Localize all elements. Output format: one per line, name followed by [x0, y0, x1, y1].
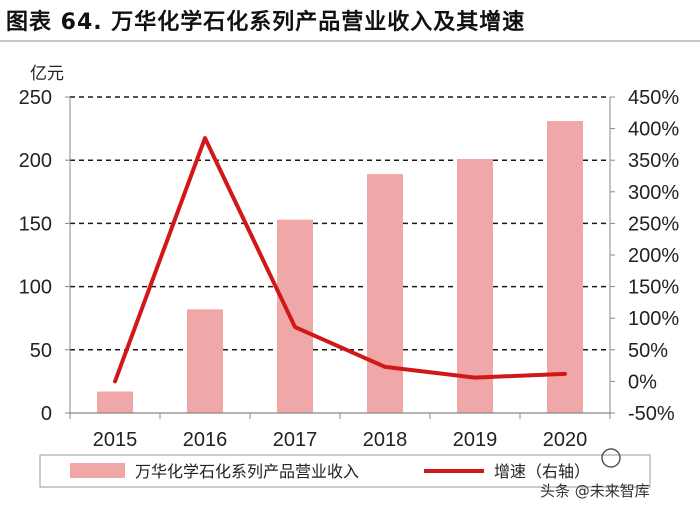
bar	[367, 174, 403, 413]
y2-tick-label: 300%	[628, 182, 679, 204]
line-point	[563, 372, 567, 376]
watermark-text: 头条 @未来智库	[540, 482, 650, 500]
left-axis-ticks: 0 50 100 150 200 250	[19, 87, 52, 425]
growth-line	[113, 136, 567, 384]
y2-tick-label: 400%	[628, 119, 679, 141]
y-tick-label: 100	[19, 277, 52, 299]
y2-tick-label: 50%	[628, 340, 668, 362]
bar	[187, 309, 223, 413]
y2-tick-label: 100%	[628, 308, 679, 330]
chart-title: 图表 64. 万华化学石化系列产品营业收入及其增速	[6, 10, 526, 35]
axes	[65, 96, 615, 419]
bar	[277, 219, 313, 413]
line-point	[203, 136, 207, 140]
line-point	[113, 379, 117, 383]
legend-bar-swatch	[70, 463, 125, 478]
y-axis-unit: 亿元	[30, 64, 64, 84]
y-tick-label: 200	[19, 150, 52, 172]
bar	[97, 391, 133, 413]
x-tick-label: 2016	[183, 429, 228, 451]
x-tick-label: 2020	[543, 429, 588, 451]
legend-line-label: 增速（右轴）	[494, 462, 590, 481]
legend-box	[39, 454, 651, 488]
x-tick-label: 2017	[273, 429, 318, 451]
right-axis-ticks: -50% 0% 50% 100% 150% 200% 250% 300% 350% 400% 450…	[628, 87, 679, 425]
x-tick-label: 2019	[453, 429, 498, 451]
x-axis-ticks: 2015 2016 2017 2018 2019 2020	[93, 429, 588, 451]
x-tick-label: 2015	[93, 429, 138, 451]
y2-tick-label: 250%	[628, 213, 679, 235]
watermark-logo-icon	[601, 448, 621, 468]
bar	[457, 158, 493, 413]
line-point	[383, 365, 387, 369]
y2-tick-label: 350%	[628, 150, 679, 172]
line-point	[293, 325, 297, 329]
title-divider	[0, 40, 700, 42]
y-tick-label: 0	[41, 403, 52, 425]
y2-tick-label: 0%	[628, 371, 657, 393]
bar-series	[97, 121, 583, 414]
legend: 万华化学石化系列产品营业收入 增速（右轴）	[39, 454, 651, 488]
y-tick-label: 50	[30, 340, 52, 362]
x-tick-label: 2018	[363, 429, 408, 451]
watermark: 头条 @未来智库	[540, 448, 650, 500]
line-point	[473, 376, 477, 380]
line-series	[113, 136, 567, 384]
y2-tick-label: 200%	[628, 245, 679, 267]
bar	[547, 121, 583, 414]
y2-tick-label: 150%	[628, 277, 679, 299]
grid-lines	[70, 96, 610, 351]
y-tick-label: 250	[19, 87, 52, 109]
y2-tick-label: 450%	[628, 87, 679, 109]
legend-bar-label: 万华化学石化系列产品营业收入	[135, 462, 359, 481]
y2-tick-label: -50%	[628, 403, 675, 425]
y-tick-label: 150	[19, 213, 52, 235]
